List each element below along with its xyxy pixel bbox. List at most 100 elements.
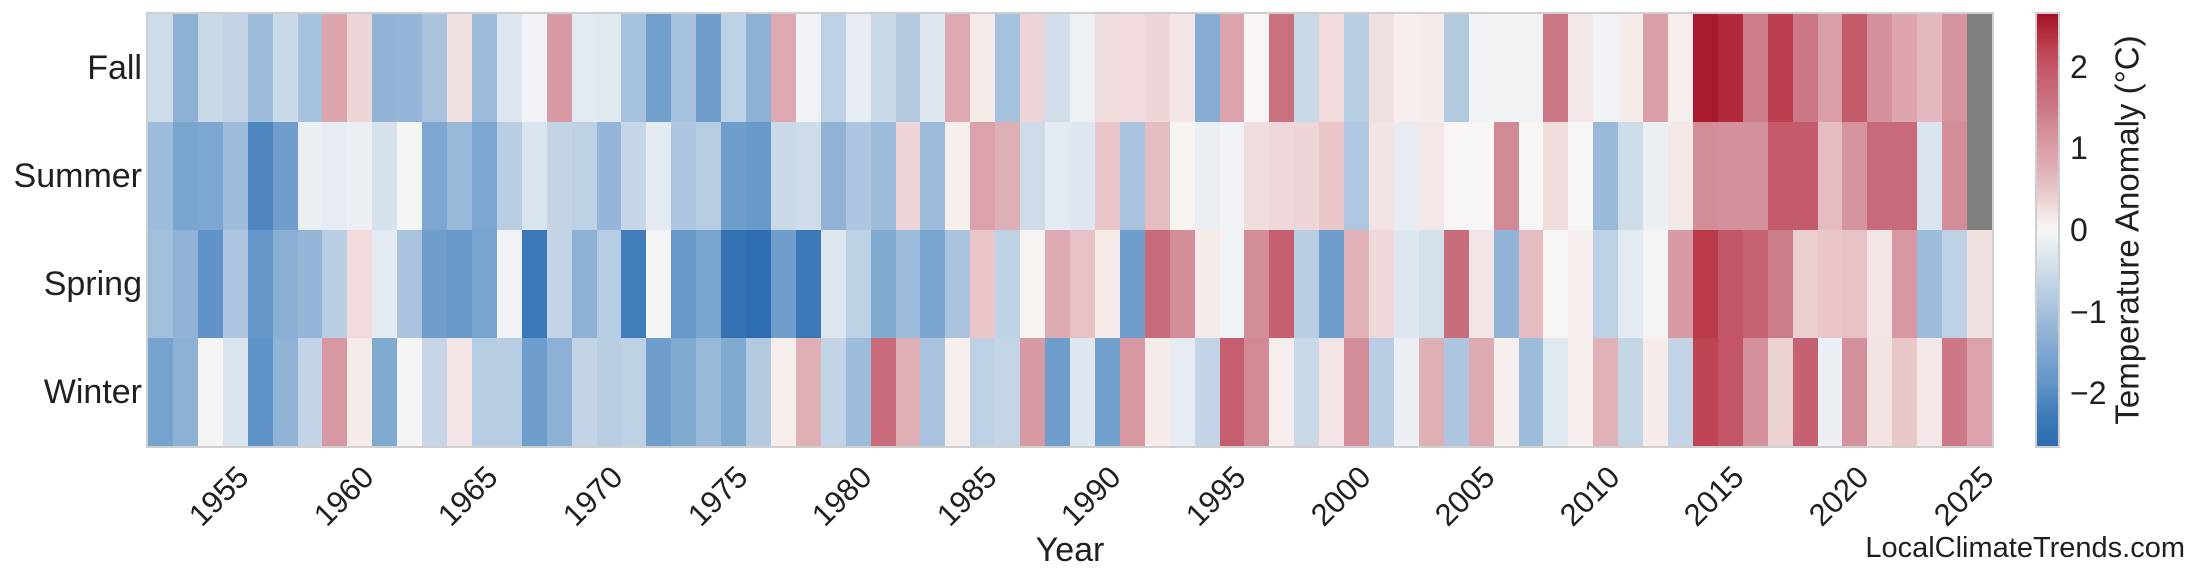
heatmap-cell [1319, 230, 1345, 338]
heatmap-cell [372, 230, 398, 338]
heatmap-cell [870, 14, 896, 122]
x-tick-label: 2005 [1428, 459, 1502, 533]
heatmap-cell [1319, 122, 1345, 230]
x-tick-label: 1975 [680, 459, 755, 533]
heatmap-cell [795, 122, 821, 230]
colorbar-tick-label: 2 [2070, 48, 2088, 85]
heatmap-cell [347, 14, 373, 122]
heatmap-cell [746, 338, 771, 446]
heatmap-cell [795, 230, 821, 338]
heatmap-cell [1892, 14, 1918, 122]
x-tick-label: 1995 [1178, 459, 1253, 533]
heatmap-cell [1094, 122, 1120, 230]
heatmap-cell [471, 122, 497, 230]
x-tick-label: 1955 [182, 459, 256, 533]
heatmap-cell [272, 122, 298, 230]
heatmap-cell [1767, 14, 1793, 122]
x-tick-label: 1980 [805, 459, 879, 533]
heatmap-cell [1692, 230, 1718, 338]
heatmap-cell [621, 14, 647, 122]
heatmap-cell [422, 230, 448, 338]
heatmap-cell [1219, 122, 1245, 230]
x-tick-label: 2020 [1801, 459, 1876, 533]
heatmap-cell [1244, 230, 1270, 338]
heatmap-cell [1792, 122, 1818, 230]
heatmap-cell [496, 338, 522, 446]
heatmap-cell [646, 14, 672, 122]
heatmap-cell [1069, 122, 1095, 230]
heatmap-cell [1219, 338, 1245, 446]
heatmap-plot-area [146, 12, 1994, 448]
heatmap-cell [1393, 230, 1419, 338]
heatmap-cell [1618, 14, 1644, 122]
heatmap-cell [1493, 122, 1519, 230]
heatmap-cell [1194, 338, 1220, 446]
heatmap-cell [1967, 230, 1992, 338]
heatmap-cell [297, 122, 323, 230]
colorbar [2035, 12, 2060, 448]
heatmap-cell [297, 338, 323, 446]
heatmap-cell [1593, 338, 1619, 446]
heatmap-cell [1144, 122, 1170, 230]
heatmap-cell [1817, 230, 1843, 338]
heatmap-cell [920, 122, 946, 230]
heatmap-cell [820, 338, 846, 446]
heatmap-cell [148, 14, 173, 122]
heatmap-cell [770, 230, 796, 338]
heatmap-cell [1543, 14, 1569, 122]
heatmap-cell [422, 122, 448, 230]
heatmap-cell [1418, 338, 1444, 446]
heatmap-cell [1817, 14, 1843, 122]
heatmap-cell [1493, 230, 1519, 338]
heatmap-cell [895, 338, 921, 446]
heatmap-cell [1593, 230, 1619, 338]
heatmap-cell [945, 14, 971, 122]
heatmap-cell [1842, 122, 1868, 230]
heatmap-cell [397, 230, 423, 338]
row-label-spring: Spring [43, 265, 142, 303]
heatmap-cell [1792, 14, 1818, 122]
heatmap-cell [1020, 14, 1046, 122]
heatmap-cell [1244, 122, 1270, 230]
heatmap-cell [1393, 338, 1419, 446]
heatmap-cell [521, 230, 547, 338]
heatmap-cell [1742, 338, 1768, 446]
heatmap-cell [247, 230, 273, 338]
heatmap-cell [546, 122, 572, 230]
heatmap-cell [1643, 230, 1669, 338]
heatmap-cell [546, 14, 572, 122]
heatmap-cell [970, 338, 996, 446]
heatmap-cell [1568, 14, 1594, 122]
heatmap-cell [1468, 338, 1494, 446]
heatmap-cell [746, 230, 771, 338]
heatmap-cell [1668, 14, 1693, 122]
heatmap-cell [1568, 122, 1594, 230]
heatmap-cell [770, 338, 796, 446]
heatmap-cell [172, 122, 198, 230]
heatmap-cell [1742, 14, 1768, 122]
heatmap-cell [696, 14, 722, 122]
heatmap-cell [1045, 122, 1070, 230]
heatmap-cell [1144, 14, 1170, 122]
row-label-fall: Fall [87, 49, 142, 87]
x-axis-title: Year [1035, 531, 1105, 569]
heatmap-cell [372, 338, 398, 446]
heatmap-cell [372, 122, 398, 230]
heatmap-cell [721, 230, 747, 338]
heatmap-cell [621, 122, 647, 230]
heatmap-cell [397, 122, 423, 230]
heatmap-cell [222, 122, 248, 230]
heatmap-cell [148, 338, 173, 446]
heatmap-cell [1717, 230, 1743, 338]
heatmap-cell [770, 122, 796, 230]
heatmap-cell [721, 14, 747, 122]
heatmap-cell [222, 14, 248, 122]
heatmap-cell [1892, 338, 1918, 446]
heatmap-cell [521, 122, 547, 230]
heatmap-cell [521, 338, 547, 446]
heatmap-cell [1045, 338, 1070, 446]
heatmap-cell [1917, 230, 1943, 338]
heatmap-cell [1194, 122, 1220, 230]
heatmap-cell [845, 338, 871, 446]
heatmap-cell [820, 14, 846, 122]
